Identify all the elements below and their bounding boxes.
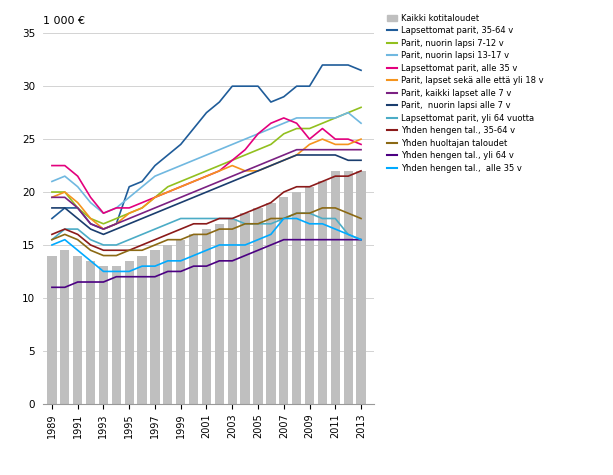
Bar	[73, 256, 82, 404]
Bar	[292, 192, 301, 404]
Bar	[86, 261, 95, 404]
Bar	[266, 203, 275, 404]
Bar	[330, 171, 340, 404]
Bar	[215, 224, 224, 404]
Legend: Kaikki kotitaloudet, Lapsettomat parit, 35-64 v, Parit, nuorin lapsi 7-12 v, Par: Kaikki kotitaloudet, Lapsettomat parit, …	[387, 14, 544, 173]
Bar	[279, 197, 288, 404]
Bar	[227, 218, 237, 404]
Bar	[60, 250, 69, 404]
Bar	[305, 187, 314, 404]
Bar	[99, 266, 108, 404]
Bar	[202, 229, 211, 404]
Bar	[163, 245, 172, 404]
Bar	[253, 208, 262, 404]
Bar	[343, 171, 353, 404]
Bar	[150, 250, 159, 404]
Bar	[137, 256, 147, 404]
Text: 1 000 €: 1 000 €	[43, 16, 85, 26]
Bar	[112, 266, 121, 404]
Bar	[189, 234, 198, 404]
Bar	[47, 256, 56, 404]
Bar	[356, 171, 366, 404]
Bar	[240, 213, 249, 404]
Bar	[124, 261, 134, 404]
Bar	[318, 181, 327, 404]
Bar	[176, 240, 185, 404]
